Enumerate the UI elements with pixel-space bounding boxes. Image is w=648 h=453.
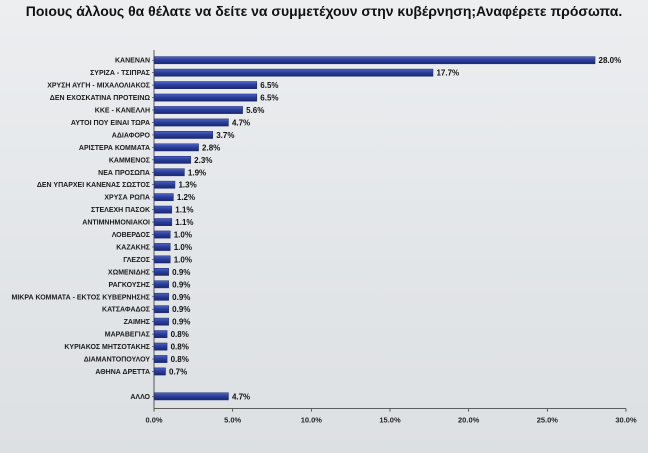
category-label: ΣΥΡΙΖΑ - ΤΣΙΠΡΑΣ	[90, 70, 150, 77]
category-label: ΧΡΥΣΑ ΡΩΠΑ	[104, 195, 150, 202]
value-label: 1.0%	[174, 243, 192, 252]
value-label: 17.7%	[436, 69, 459, 78]
value-label: 0.9%	[172, 268, 190, 277]
category-label: ΚΚΕ - ΚΑΝΕΛΛΗ	[95, 108, 150, 115]
x-tick-label: 30.0%	[615, 416, 637, 425]
value-label: 1.0%	[174, 231, 192, 240]
value-label: 3.7%	[216, 131, 234, 140]
value-label: 0.8%	[171, 343, 189, 352]
category-label: ΡΑΓΚΟΥΣΗΣ	[108, 282, 150, 289]
value-label: 6.5%	[260, 81, 278, 90]
category-label: ΚΑΝΕΝΑΝ	[115, 58, 150, 65]
bar	[154, 355, 168, 363]
value-label: 4.7%	[232, 392, 250, 401]
value-label: 1.9%	[188, 168, 206, 177]
bar	[154, 68, 434, 77]
category-label: ΚΑΜΜΕΝΟΣ	[109, 157, 150, 164]
value-label: 5.6%	[246, 106, 264, 115]
category-label: ΧΡΥΣΗ ΑΥΓΗ - ΜΙΧΑΛΟΛΙΑΚΟΣ	[47, 83, 150, 90]
bar	[154, 280, 169, 289]
bar	[154, 106, 243, 114]
value-label: 28.0%	[599, 56, 622, 65]
bar	[154, 230, 171, 239]
category-label: ΚΑΖΑΚΗΣ	[116, 244, 150, 251]
value-label: 2.8%	[202, 143, 220, 152]
x-tick-label: 25.0%	[537, 416, 559, 425]
category-label: ΚΑΤΣΑΦΑΔΟΣ	[102, 307, 150, 314]
x-tick-label: 20.0%	[458, 416, 480, 425]
bar	[154, 143, 199, 152]
value-label: 0.9%	[172, 280, 190, 289]
bar	[154, 367, 166, 376]
bar	[154, 268, 169, 276]
category-label: ΚΥΡΙΑΚΟΣ ΜΗΤΣΟΤΑΚΗΣ	[64, 344, 150, 351]
bar	[154, 56, 596, 65]
value-label: 0.9%	[172, 318, 190, 327]
bar	[154, 168, 185, 177]
bar	[154, 93, 258, 102]
value-label: 6.5%	[260, 94, 278, 103]
x-tick-label: 10.0%	[301, 416, 323, 425]
bar	[154, 180, 176, 189]
category-label: ΑΔΙΑΦΟΡΟ	[112, 132, 151, 139]
bar	[154, 317, 169, 326]
category-label: ΛΟΒΕΡΔΟΣ	[112, 232, 150, 239]
bar	[154, 305, 169, 314]
category-label: ΓΛΕΖΟΣ	[123, 257, 150, 264]
value-label: 1.0%	[174, 255, 192, 264]
bar	[154, 118, 229, 127]
category-label: ΑΛΛΟ	[130, 394, 150, 401]
category-label: ΜΑΡΑΒΕΓΙΑΣ	[105, 332, 150, 339]
category-label: ΝΕΑ ΠΡΟΣΩΠΑ	[98, 170, 150, 177]
bar	[154, 255, 171, 264]
bar	[154, 218, 173, 226]
category-label: ΧΩΜΕΝΙΔΗΣ	[108, 269, 150, 276]
category-label: ΑΥΤΟΙ ΠΟΥ ΕΙΝΑΙ ΤΩΡΑ	[71, 120, 150, 127]
bar	[154, 205, 173, 214]
category-label: ΔΕΝ ΕΧΟΣΚΑΤΙΝΑ ΠΡΟΤΕΙΝΩ	[50, 95, 151, 102]
bar	[154, 155, 191, 164]
bar	[154, 193, 174, 202]
value-label: 1.1%	[175, 218, 193, 227]
value-label: 0.9%	[172, 305, 190, 314]
value-label: 2.3%	[194, 156, 212, 165]
bar	[154, 342, 168, 351]
category-label: ΣΤΕΛΕΧΗ ΠΑΣΟΚ	[91, 207, 150, 214]
category-label: ΖΑΙΜΗΣ	[124, 319, 150, 326]
x-tick-label: 0.0%	[145, 416, 162, 425]
value-label: 0.8%	[171, 330, 189, 339]
bar	[154, 330, 168, 338]
x-tick-label: 15.0%	[379, 416, 401, 425]
x-tick-label: 5.0%	[224, 416, 241, 425]
value-label: 0.9%	[172, 293, 190, 302]
category-label: ΑΘΗΝΑ ΔΡΕΤΤΑ	[95, 369, 150, 376]
bar	[154, 292, 169, 301]
value-label: 0.7%	[169, 367, 187, 376]
value-label: 4.7%	[232, 118, 250, 127]
value-label: 1.3%	[178, 181, 196, 190]
category-label: ΔΕΝ ΥΠΑΡΧΕΙ ΚΑΝΕΝΑΣ ΣΩΣΤΟΣ	[37, 182, 150, 189]
category-label: ΑΝΤΙΜΝΗΜΟΝΙΑΚΟΙ	[82, 220, 150, 227]
value-label: 1.1%	[175, 206, 193, 215]
chart-title: Ποιους άλλους θα θέλατε να δείτε να συμμ…	[25, 3, 623, 19]
bar	[154, 243, 171, 251]
category-label: ΜΙΚΡΑ ΚΟΜΜΑΤΑ - ΕΚΤΟΣ ΚΥΒΕΡΝΗΣΗΣ	[12, 294, 150, 301]
plot-area: 0.0% 5.0% 10.0% 15.0% 20.0% 25.0% 30.0% ΚΑΝΕΝΑΝ…	[12, 50, 637, 425]
bar	[154, 392, 229, 401]
value-label: 1.2%	[177, 193, 195, 202]
category-label: ΔΙΑΜΑΝΤΟΠΟΥΛΟΥ	[84, 357, 151, 364]
value-label: 0.8%	[171, 355, 189, 364]
bar	[154, 81, 258, 89]
bar	[154, 131, 213, 139]
category-label: ΑΡΙΣΤΕΡΑ ΚΟΜΜΑΤΑ	[79, 145, 150, 152]
